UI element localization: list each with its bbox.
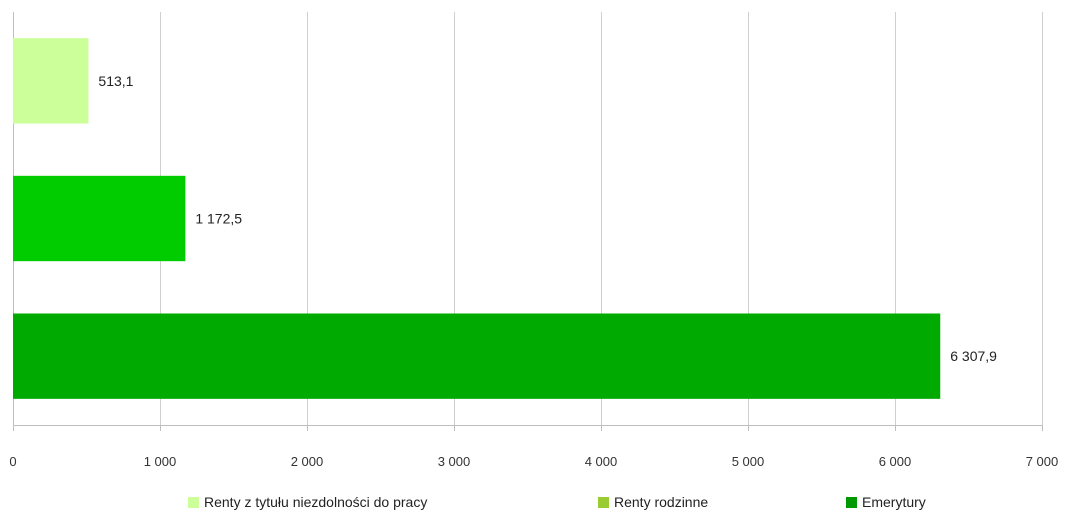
x-tick-label-3: 3 000 <box>438 454 471 469</box>
data-label-1: 1 172,5 <box>195 211 242 227</box>
legend-swatch-renty-rodzinne <box>598 496 609 508</box>
legend-swatch-renty-niezdolnosc <box>188 496 199 508</box>
x-tick-label-6: 6 000 <box>879 454 912 469</box>
legend-label-renty-rodzinne: Renty rodzinne <box>614 494 709 510</box>
bar-chart: 0 1 000 2 000 3 000 4 000 5 000 6 000 7 000 513,… <box>9 12 1059 469</box>
x-tick-label-7: 7 000 <box>1026 454 1059 469</box>
x-tick-label-5: 5 000 <box>732 454 765 469</box>
legend-label-renty-niezdolnosc: Renty z tytułu niezdolności do pracy <box>204 494 428 510</box>
data-label-0: 513,1 <box>98 73 133 89</box>
chart-legend: Renty z tytułu niezdolności do pracy Ren… <box>0 494 1067 514</box>
x-tick-label-2: 2 000 <box>291 454 324 469</box>
x-tick-label-0: 0 <box>9 454 16 469</box>
data-label-2: 6 307,9 <box>950 348 997 364</box>
bar-0 <box>13 38 89 124</box>
x-tick-label-1: 1 000 <box>144 454 177 469</box>
x-tick-label-4: 4 000 <box>585 454 618 469</box>
bar-2 <box>13 313 941 399</box>
legend-item-emerytury: Emerytury <box>846 494 926 510</box>
legend-item-renty-rodzinne: Renty rodzinne <box>598 494 708 510</box>
legend-swatch-emerytury <box>846 496 857 508</box>
legend-item-renty-niezdolnosc: Renty z tytułu niezdolności do pracy <box>188 494 427 510</box>
legend-label-emerytury: Emerytury <box>862 494 926 510</box>
bar-1 <box>13 175 186 262</box>
